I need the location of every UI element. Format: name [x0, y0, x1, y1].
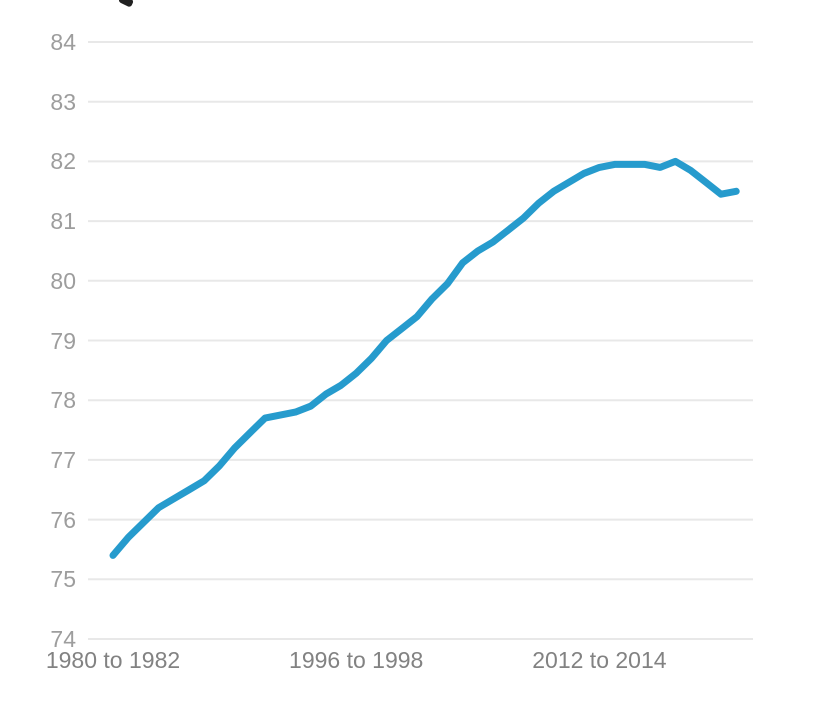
- y-axis-tick-label: 77: [50, 446, 76, 473]
- y-axis-tick-label: 83: [50, 88, 76, 115]
- y-axis-tick-label: 80: [50, 267, 76, 294]
- y-axis-tick-label: 79: [50, 327, 76, 354]
- y-axis-tick-label: 74: [50, 626, 76, 652]
- y-axis-tick-label: 76: [50, 506, 76, 533]
- gridlines: [88, 41, 753, 640]
- trend-line: [109, 157, 740, 559]
- y-axis-tick-label: 82: [50, 148, 76, 175]
- x-axis-tick-label: 2012 to 2014: [532, 647, 667, 673]
- y-axis-tick-label: 78: [50, 387, 76, 414]
- x-axis-tick-label: 1980 to 1982: [45, 647, 181, 673]
- y-axis-tick-label: 75: [50, 566, 76, 593]
- x-axis-tick-label: 1996 to 1998: [289, 647, 424, 673]
- y-axis-tick-label: 84: [50, 29, 76, 55]
- y-axis-tick-label: 81: [50, 208, 76, 235]
